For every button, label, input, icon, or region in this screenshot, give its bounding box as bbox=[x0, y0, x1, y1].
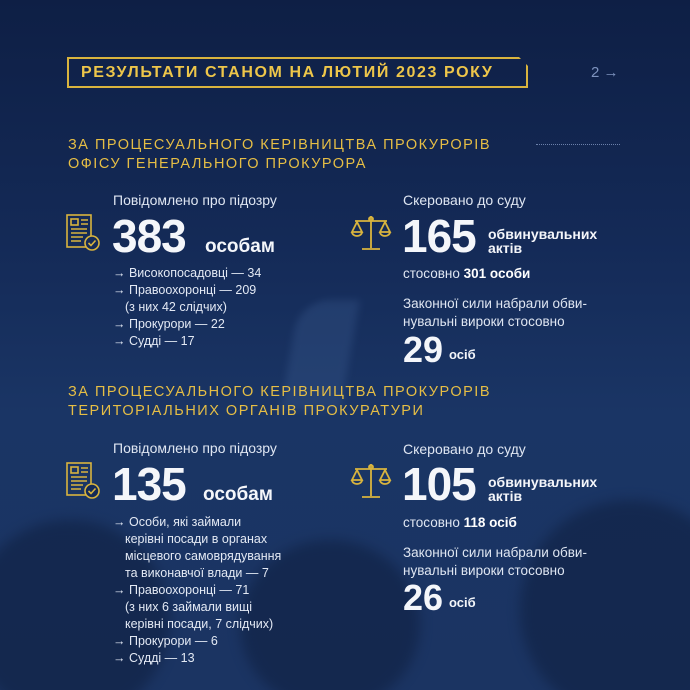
section-heading: ЗА ПРОЦЕСУАЛЬНОГО КЕРІВНИЦТВА ПРОКУРОРІВ… bbox=[68, 384, 491, 419]
list-item: → Прокурори — 6 bbox=[113, 634, 218, 648]
page-indicator[interactable]: 2 → bbox=[591, 64, 619, 81]
unit-line: обвинувальних bbox=[488, 226, 598, 242]
verdict-line: нувальні вироки стосовно bbox=[403, 314, 565, 329]
list-item-cont: та виконавчої влади — 7 bbox=[125, 566, 269, 580]
suspicion-breakdown: → Особи, які займали керівні посади в ор… bbox=[113, 514, 281, 667]
verdict-unit: осіб bbox=[449, 347, 476, 362]
header-frame bbox=[67, 57, 528, 88]
background-photo bbox=[520, 500, 690, 690]
indictments-unit: обвинувальних актів bbox=[488, 227, 597, 255]
verdict-count: 26 bbox=[403, 577, 444, 618]
verdict-text: Законної сили набрали обви-нувальні виро… bbox=[403, 544, 587, 580]
indictments-unit: обвинувальних актів bbox=[488, 475, 597, 503]
list-item-cont: керівні посади в органах bbox=[125, 532, 268, 546]
verdict-text: Законної сили набрали обви-нувальні виро… bbox=[403, 295, 587, 331]
court-label: Скеровано до суду bbox=[403, 441, 526, 457]
list-item: → Судді — 17 bbox=[113, 334, 195, 348]
list-item-note: керівні посади, 7 слідчих) bbox=[125, 617, 274, 631]
verdict-line: Законної сили набрали обви- bbox=[403, 296, 587, 311]
regarding-prefix: стосовно bbox=[403, 515, 460, 530]
regarding-value: 118 осіб bbox=[463, 515, 517, 530]
header-title: РЕЗУЛЬТАТИ СТАНОМ НА ЛЮТИЙ 2023 РОКУ bbox=[81, 64, 494, 81]
list-item: → Правоохоронці — 209 bbox=[113, 283, 257, 297]
list-item-note: (з них 42 слідчих) bbox=[125, 300, 227, 314]
suspicion-count: 383 bbox=[112, 210, 187, 262]
list-item: → Високопосадовці — 34 bbox=[113, 266, 262, 280]
verdict-line: нувальні вироки стосовно bbox=[403, 563, 565, 578]
list-item: → Судді — 13 bbox=[113, 651, 195, 665]
suspicion-label: Повідомлено про підозру bbox=[113, 440, 277, 456]
section-heading: ЗА ПРОЦЕСУАЛЬНОГО КЕРІВНИЦТВА ПРОКУРОРІВ… bbox=[68, 137, 491, 172]
scales-icon bbox=[350, 464, 392, 498]
list-item: → Правоохоронці — 71 bbox=[113, 583, 250, 597]
indictments-count: 105 bbox=[402, 458, 477, 510]
document-check-icon bbox=[66, 214, 100, 251]
list-item-note: (з них 6 займали вищі bbox=[125, 600, 253, 614]
indictments-count: 165 bbox=[402, 210, 477, 262]
divider bbox=[536, 144, 620, 145]
unit-line: актів bbox=[488, 488, 523, 504]
verdict-unit: осіб bbox=[449, 595, 476, 610]
regarding-text: стосовно 118 осіб bbox=[403, 514, 517, 532]
suspicion-count: 135 bbox=[112, 458, 187, 510]
regarding-text: стосовно 301 особи bbox=[403, 265, 530, 283]
suspicion-unit: особам bbox=[205, 236, 275, 257]
background-photo bbox=[240, 540, 420, 690]
suspicion-label: Повідомлено про підозру bbox=[113, 192, 277, 208]
verdict-count: 29 bbox=[403, 329, 444, 370]
court-label: Скеровано до суду bbox=[403, 192, 526, 208]
verdict-line: Законної сили набрали обви- bbox=[403, 545, 587, 560]
unit-line: обвинувальних bbox=[488, 474, 598, 490]
list-item-cont: місцевого самоврядування bbox=[125, 549, 282, 563]
list-item: → Особи, які займали bbox=[113, 515, 242, 529]
regarding-prefix: стосовно bbox=[403, 266, 460, 281]
scales-icon bbox=[350, 216, 392, 250]
document-check-icon bbox=[66, 462, 100, 499]
suspicion-breakdown: → Високопосадовці — 34 → Правоохоронці —… bbox=[113, 265, 261, 350]
list-item: → Прокурори — 22 bbox=[113, 317, 225, 331]
suspicion-unit: особам bbox=[203, 484, 273, 505]
unit-line: актів bbox=[488, 240, 523, 256]
regarding-value: 301 особи bbox=[463, 266, 531, 281]
